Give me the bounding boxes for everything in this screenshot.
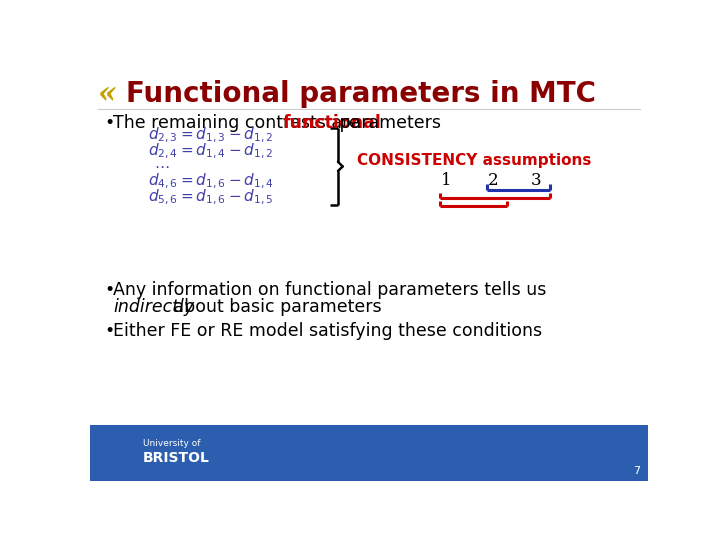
- Text: University of: University of: [143, 439, 200, 448]
- Text: 7: 7: [633, 467, 640, 476]
- Text: Any information on functional parameters tells us: Any information on functional parameters…: [113, 281, 546, 299]
- Bar: [90, 425, 648, 481]
- Text: 2: 2: [487, 172, 498, 189]
- Text: $d_{4,6} = d_{1,6} - d_{1,4}$: $d_{4,6} = d_{1,6} - d_{1,4}$: [148, 172, 274, 192]
- Text: indirectly: indirectly: [113, 298, 194, 315]
- Text: Functional parameters in MTC: Functional parameters in MTC: [126, 80, 595, 108]
- Text: $d_{2,3} = d_{1,3} - d_{1,2}$: $d_{2,3} = d_{1,3} - d_{1,2}$: [148, 126, 274, 145]
- Text: «: «: [98, 78, 117, 110]
- Text: Either FE or RE model satisfying these conditions: Either FE or RE model satisfying these c…: [113, 322, 542, 340]
- Text: 1: 1: [441, 172, 452, 189]
- Text: •: •: [104, 114, 114, 132]
- Text: parameters: parameters: [334, 114, 441, 132]
- Text: CONSISTENCY assumptions: CONSISTENCY assumptions: [357, 153, 592, 168]
- Text: 3: 3: [531, 172, 541, 189]
- Text: BRISTOL: BRISTOL: [143, 450, 210, 464]
- Text: The remaining contrasts are: The remaining contrasts are: [113, 114, 366, 132]
- Text: •: •: [104, 322, 114, 340]
- Text: functional: functional: [282, 114, 381, 132]
- Text: $d_{2,4} = d_{1,4} - d_{1,2}$: $d_{2,4} = d_{1,4} - d_{1,2}$: [148, 141, 274, 161]
- Text: $\cdots$: $\cdots$: [154, 159, 170, 173]
- Text: •: •: [104, 281, 114, 299]
- Text: $d_{5,6} = d_{1,6} - d_{1,5}$: $d_{5,6} = d_{1,6} - d_{1,5}$: [148, 187, 274, 207]
- Text: about basic parameters: about basic parameters: [168, 298, 381, 315]
